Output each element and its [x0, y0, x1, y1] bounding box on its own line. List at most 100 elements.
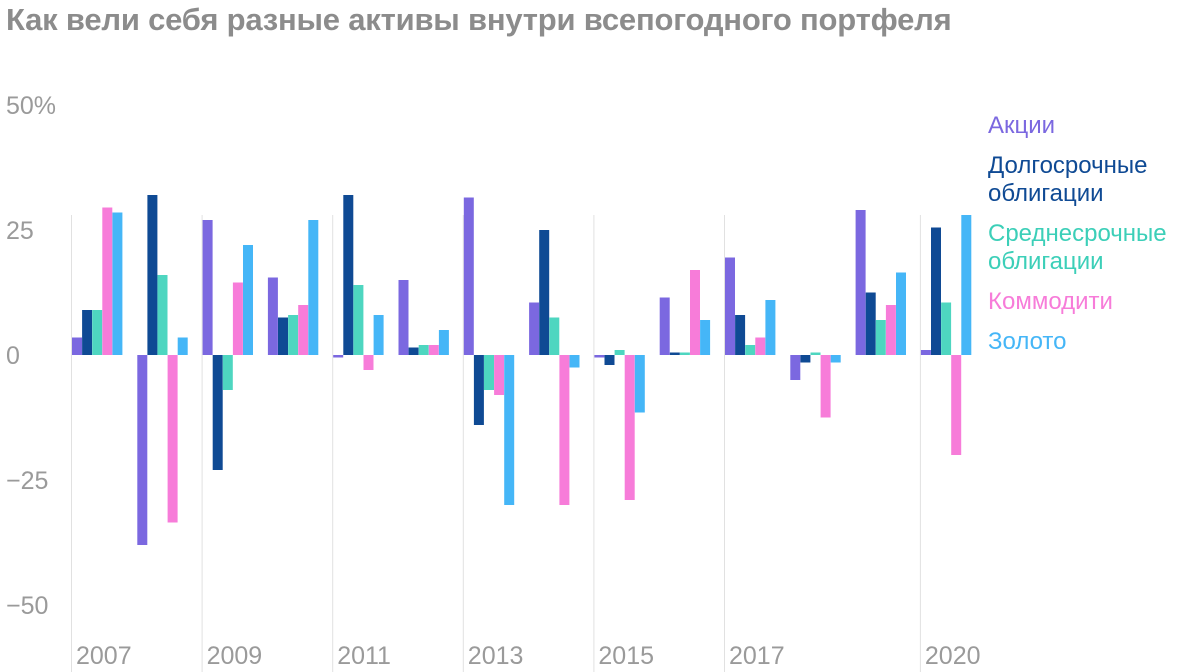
x-tick-label-2013: 2013: [468, 642, 524, 670]
bar-2020-1: [920, 350, 931, 355]
bar-2019-4: [885, 305, 896, 355]
bar-2008-1: [137, 355, 148, 545]
legend: Акции Долгосрочные облигации Среднесрочные о…: [988, 112, 1167, 368]
legend-item: Среднесрочные облигации: [988, 220, 1167, 276]
bar-2008-3: [157, 275, 168, 355]
bar-2008-4: [167, 355, 178, 523]
bar-2007-3: [92, 310, 103, 355]
bar-2009-1: [202, 220, 213, 355]
bar-2010-1: [267, 277, 278, 355]
bar-2014-3: [549, 317, 560, 355]
y-tick-label: 50%: [6, 92, 56, 120]
x-tick-label-2015: 2015: [598, 642, 654, 670]
bar-2012-2: [408, 347, 419, 355]
legend-item: Акции: [988, 112, 1167, 140]
bar-2013-3: [484, 355, 494, 390]
bar-2009-3: [222, 355, 233, 390]
chart-title: Как вели себя разные активы внутри всепо…: [6, 2, 952, 37]
legend-label-line: облигации: [988, 248, 1104, 275]
bar-2007-5: [112, 212, 123, 355]
x-axis-ticks: 2007 2009 2011 2013 2015 2017 2020: [76, 642, 981, 670]
bar-2018-3: [810, 352, 821, 355]
bar-2015-3: [614, 350, 625, 355]
bar-2020-4: [951, 355, 962, 455]
bar-2017-3: [745, 345, 756, 355]
bar-2013-5: [504, 355, 515, 505]
bar-2008-5: [177, 337, 188, 355]
bar-2019-5: [896, 272, 906, 355]
bar-2010-4: [298, 305, 309, 355]
bar-2015-1: [594, 355, 605, 358]
bar-2018-2: [800, 355, 811, 363]
bar-2013-4: [494, 355, 505, 395]
x-tick-label-2007: 2007: [76, 642, 132, 670]
bar-2017-5: [765, 300, 776, 355]
bar-2019-3: [875, 320, 886, 355]
bar-2018-1: [790, 355, 801, 380]
legend-item: Золото: [988, 328, 1167, 356]
bar-2017-1: [725, 257, 735, 355]
bar-2014-5: [569, 355, 580, 368]
bar-2007-4: [102, 207, 113, 355]
bar-2009-4: [232, 282, 243, 355]
bar-2011-3: [353, 285, 364, 355]
bar-2010-2: [278, 317, 288, 355]
bar-2015-5: [634, 355, 645, 413]
bar-2014-1: [529, 302, 540, 355]
y-tick-label: 25: [6, 217, 34, 245]
bar-2016-3: [679, 352, 690, 355]
legend-label-line: Коммодити: [988, 288, 1113, 315]
bars: [72, 195, 972, 545]
legend-label-line: облигации: [988, 180, 1104, 207]
legend-label-line: Акции: [988, 112, 1056, 139]
legend-item: Коммодити: [988, 288, 1167, 316]
bar-2016-4: [690, 270, 700, 355]
bar-2011-4: [363, 355, 374, 370]
x-tick-label-2011: 2011: [337, 642, 391, 670]
bar-2012-1: [398, 280, 409, 355]
x-tick-label-2020: 2020: [925, 642, 981, 670]
bar-2017-4: [755, 337, 766, 355]
bar-2018-4: [820, 355, 831, 418]
bar-2014-2: [539, 230, 550, 355]
bar-2013-2: [473, 355, 484, 425]
y-tick-label: 0: [6, 342, 20, 370]
bar-2014-4: [559, 355, 570, 505]
y-tick-label: −50: [6, 592, 48, 620]
bar-2015-4: [624, 355, 635, 500]
bar-2019-1: [855, 210, 866, 355]
y-tick-label: −25: [6, 467, 48, 495]
x-tick-label-2009: 2009: [207, 642, 263, 670]
bar-2020-2: [931, 227, 941, 355]
bar-2007-1: [72, 337, 82, 355]
legend-label-line: Долгосрочные: [988, 152, 1148, 179]
legend-label-line: Золото: [988, 328, 1067, 355]
bar-2020-3: [941, 302, 952, 355]
x-tick-label-2017: 2017: [729, 642, 785, 670]
grid-lines: [71, 215, 921, 672]
bar-2007-2: [82, 310, 93, 355]
bar-2009-2: [212, 355, 223, 470]
y-axis-ticks: 50% 25 0 −25 −50: [6, 92, 56, 620]
bar-2016-2: [669, 352, 680, 355]
bar-2008-2: [147, 195, 158, 355]
bar-2017-2: [735, 315, 746, 355]
bar-2013-1: [463, 197, 474, 355]
bar-2016-1: [659, 297, 670, 355]
bar-2011-2: [343, 195, 354, 355]
bar-2012-3: [418, 345, 429, 355]
bar-2012-4: [428, 345, 439, 355]
bar-2019-2: [865, 292, 876, 355]
bar-2016-5: [700, 320, 711, 355]
bar-2009-5: [243, 245, 253, 355]
legend-label-line: Среднесрочные: [988, 220, 1167, 247]
bar-2010-3: [288, 315, 299, 355]
bar-2010-5: [308, 220, 319, 355]
bar-2011-5: [373, 315, 384, 355]
bar-2011-1: [333, 355, 344, 358]
legend-item: Долгосрочные облигации: [988, 152, 1167, 208]
bar-2012-5: [438, 330, 449, 355]
bar-2020-5: [961, 215, 972, 355]
bar-2015-2: [604, 355, 615, 365]
